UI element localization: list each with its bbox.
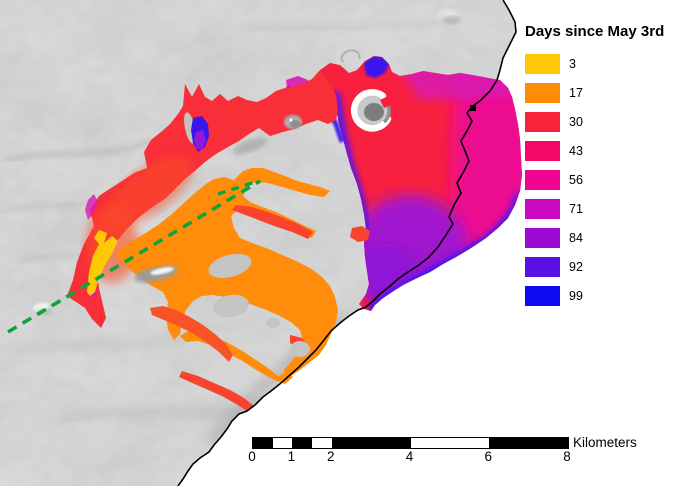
lava-yellow-vent bbox=[87, 230, 118, 296]
scalebar-segments bbox=[253, 438, 568, 448]
legend-swatch bbox=[525, 83, 560, 103]
station-point-marker bbox=[470, 105, 476, 111]
legend-item-92: 92 bbox=[525, 257, 693, 277]
legend-item-56: 56 bbox=[525, 170, 693, 190]
legend-item-99: 99 bbox=[525, 286, 693, 306]
legend-item-71: 71 bbox=[525, 199, 693, 219]
scalebar-segment bbox=[489, 438, 568, 448]
legend-item-3: 3 bbox=[525, 54, 693, 74]
scalebar-segment bbox=[253, 438, 273, 448]
scalebar-tick-label: 2 bbox=[326, 449, 335, 464]
legend-swatch bbox=[525, 228, 560, 248]
coastline bbox=[177, 0, 517, 486]
scalebar bbox=[252, 437, 569, 449]
scalebar-tick-label: 0 bbox=[248, 449, 256, 464]
scalebar-tick-label: 4 bbox=[405, 449, 414, 464]
legend-swatch bbox=[525, 286, 560, 306]
legend-item-84: 84 bbox=[525, 228, 693, 248]
scalebar-tick-label: 6 bbox=[484, 449, 493, 464]
legend: Days since May 3rd 3 17 30 43 56 71 84 92 99 bbox=[525, 22, 693, 315]
legend-swatch bbox=[525, 112, 560, 132]
legend-label: 56 bbox=[569, 173, 583, 187]
legend-title: Days since May 3rd bbox=[525, 23, 665, 40]
legend-items: 3 17 30 43 56 71 84 92 99 bbox=[525, 54, 693, 306]
legend-swatch bbox=[525, 199, 560, 219]
legend-label: 99 bbox=[569, 289, 583, 303]
scalebar-tick-label: 8 bbox=[563, 449, 571, 464]
scalebar-tick-label: 1 bbox=[287, 449, 296, 464]
legend-item-43: 43 bbox=[525, 141, 693, 161]
legend-label: 17 bbox=[569, 86, 583, 100]
scalebar-segment bbox=[331, 438, 411, 448]
legend-label: 3 bbox=[569, 57, 576, 71]
scalebar-ticks: 0 1 2 4 6 8 bbox=[248, 449, 571, 467]
scalebar-segment bbox=[312, 438, 332, 448]
legend-swatch bbox=[525, 257, 560, 277]
scalebar-segment bbox=[292, 438, 313, 448]
scalebar-unit-label: Kilometers bbox=[573, 435, 637, 450]
cinder-cone-crater bbox=[350, 89, 394, 132]
legend-item-30: 30 bbox=[525, 112, 693, 132]
legend-label: 71 bbox=[569, 202, 583, 216]
crater-ridge bbox=[335, 44, 366, 66]
scalebar-segment bbox=[272, 438, 293, 448]
legend-label: 92 bbox=[569, 260, 583, 274]
lava-orange-fan bbox=[116, 168, 370, 411]
small-cone bbox=[284, 115, 302, 129]
legend-swatch bbox=[525, 54, 560, 74]
fissure-line bbox=[7, 179, 261, 334]
legend-swatch bbox=[525, 170, 560, 190]
legend-item-17: 17 bbox=[525, 83, 693, 103]
legend-label: 30 bbox=[569, 115, 583, 129]
legend-label: 43 bbox=[569, 144, 583, 158]
scalebar-segment bbox=[410, 438, 490, 448]
legend-label: 84 bbox=[569, 231, 583, 245]
legend-swatch bbox=[525, 141, 560, 161]
